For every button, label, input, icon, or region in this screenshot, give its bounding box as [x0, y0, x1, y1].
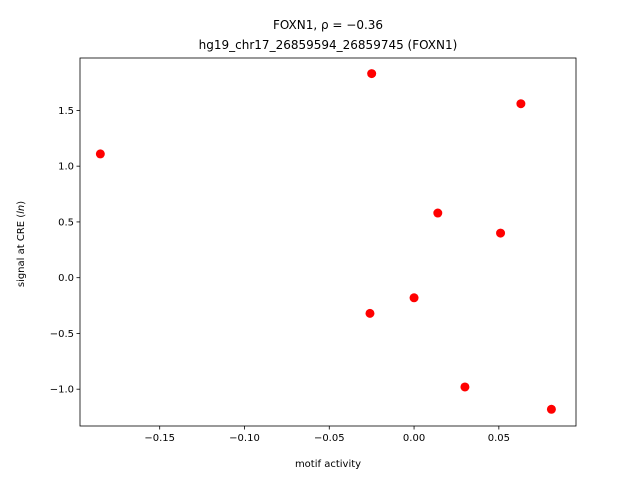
y-axis-label: signal at CRE (ln) — [16, 201, 27, 287]
x-axis-label: motif activity — [295, 459, 361, 470]
data-point — [460, 382, 470, 392]
y-tick-label: −0.5 — [50, 329, 74, 340]
y-tick-label: 0.5 — [58, 217, 74, 228]
data-point — [409, 293, 419, 303]
data-point — [496, 228, 506, 238]
y-tick-label: 1.0 — [58, 162, 74, 173]
data-point — [546, 404, 556, 414]
data-point — [365, 308, 375, 318]
data-point — [433, 208, 443, 218]
data-point — [516, 99, 526, 109]
plot-area: −0.15 −0.10 −0.05 0.00 0.05 −1.0 −0.5 0.0 0.5 1.0… — [50, 57, 577, 444]
y-tick-label: 1.5 — [58, 106, 74, 117]
data-point — [367, 69, 377, 79]
data-point — [95, 149, 105, 159]
x-tick-label: −0.05 — [314, 433, 345, 444]
chart-title-line1: FOXN1, ρ = −0.36 — [273, 18, 383, 32]
x-tick-label: 0.05 — [488, 433, 510, 444]
x-tick-label: −0.15 — [144, 433, 175, 444]
y-tick-label: 0.0 — [58, 273, 74, 284]
chart-title-line2: hg19_chr17_26859594_26859745 (FOXN1) — [199, 38, 458, 52]
plot-frame — [79, 57, 577, 427]
y-tick-label: −1.0 — [50, 385, 74, 396]
x-tick-label: 0.00 — [403, 433, 425, 444]
x-tick-label: −0.10 — [229, 433, 260, 444]
